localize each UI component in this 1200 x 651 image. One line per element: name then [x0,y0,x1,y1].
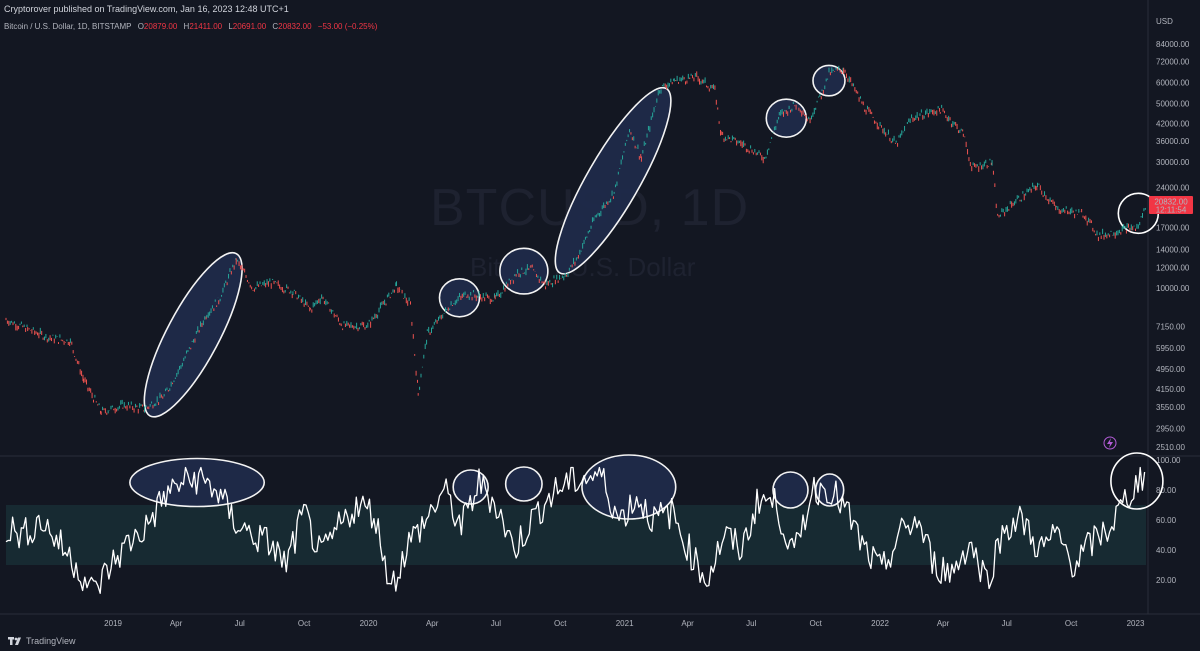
indicator-ellipse [772,471,809,509]
indicator-tick-label: 100.00 [1156,456,1181,465]
time-axis-label: 2023 [1127,619,1145,628]
price-candles [5,65,1146,415]
time-axis-label: Apr [937,619,950,628]
low-label: L [228,22,233,31]
annotation-ellipse [143,251,243,418]
price-tick-label: 7150.00 [1156,323,1185,332]
time-axis-label: 2022 [871,619,889,628]
tradingview-logo-icon [8,637,21,645]
high-label: H [183,22,190,31]
price-tick-label: 12000.00 [1156,263,1190,272]
annotation-ellipse [765,98,808,138]
close-label: C [272,22,279,31]
price-axis-currency: USD [1156,17,1173,26]
time-axis-label: 2020 [360,619,378,628]
countdown-label: 12:11:54 [1156,205,1187,214]
indicator-ellipse [129,457,266,508]
time-axis-label: Jul [491,619,501,628]
publisher-line: Cryptorover published on TradingView.com… [4,4,289,14]
price-tick-label: 36000.00 [1156,137,1190,146]
price-tick-label: 4150.00 [1156,385,1185,394]
lightning-bolt-icon [1107,438,1113,448]
time-axis-label: Jul [1002,619,1012,628]
price-tick-label: 84000.00 [1156,40,1190,49]
price-tick-label: 10000.00 [1156,284,1190,293]
annotation-ellipse [438,277,481,318]
time-axis-label: Jul [235,619,245,628]
indicator-tick-label: 40.00 [1156,546,1177,555]
indicator-band [6,505,1146,565]
symbol-info-bar: Bitcoin / U.S. Dollar, 1D, BITSTAMP O208… [4,22,377,31]
price-tick-label: 60000.00 [1156,79,1190,88]
time-axis-label: Apr [170,619,183,628]
price-tick-label: 14000.00 [1156,246,1190,255]
high-value: 21411.00 [189,22,223,31]
price-tick-label: 2950.00 [1156,424,1185,433]
price-tick-label: 72000.00 [1156,58,1190,67]
last-price-badge [1149,195,1193,214]
last-price-label: 20832.00 [1154,197,1188,206]
price-tick-label: 17000.00 [1156,223,1190,232]
annotation-ellipse [812,64,846,97]
price-tick-label: 3550.00 [1156,403,1185,412]
footer-brand-label: TradingView [26,636,76,646]
time-axis-label: Apr [681,619,694,628]
time-axis-label: Oct [298,619,311,628]
time-axis-label: Oct [809,619,822,628]
time-axis-label: 2021 [616,619,634,628]
indicator-tick-label: 60.00 [1156,516,1177,525]
open-label: O [137,22,144,31]
footer-brand: TradingView [8,636,76,646]
price-tick-label: 2510.00 [1156,443,1185,452]
indicator-ellipse [1110,452,1164,510]
indicator-tick-label: 20.00 [1156,576,1177,585]
price-tick-label: 5950.00 [1156,344,1185,353]
price-tick-label: 50000.00 [1156,99,1190,108]
annotation-ellipse [554,86,672,275]
indicator-ellipse [504,466,543,502]
time-axis-label: Jul [746,619,756,628]
time-axis-label: Oct [554,619,567,628]
lightning-icon[interactable] [1103,436,1117,450]
indicator-tick-label: 80.00 [1156,486,1177,495]
change-value: −53.00 (−0.25%) [317,22,378,31]
price-tick-label: 30000.00 [1156,158,1190,167]
indicator-ellipse [581,454,677,520]
open-value: 20879.00 [143,22,178,31]
price-tick-label: 4950.00 [1156,365,1185,374]
time-axis-label: Apr [426,619,439,628]
low-value: 20691.00 [232,22,267,31]
time-axis-label: 2019 [104,619,122,628]
annotation-ellipse [499,247,549,295]
rsi-line [5,466,1146,594]
price-tick-label: 24000.00 [1156,184,1190,193]
price-tick-label: 42000.00 [1156,119,1190,128]
symbol-name[interactable]: Bitcoin / U.S. Dollar, 1D, BITSTAMP [4,22,132,31]
close-value: 20832.00 [278,22,312,31]
time-axis-label: Oct [1065,619,1078,628]
